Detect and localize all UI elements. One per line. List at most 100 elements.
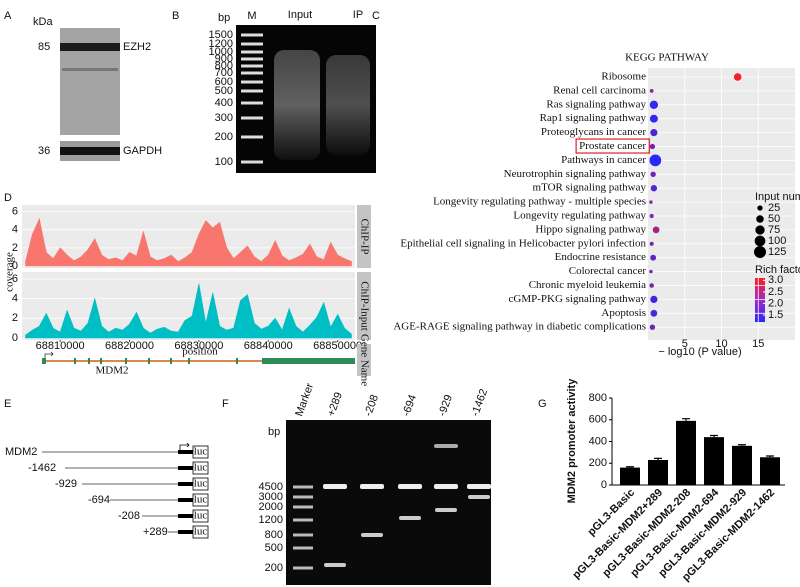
ladder-label: 100 <box>215 156 233 168</box>
bar <box>704 437 724 485</box>
ladder-band <box>293 505 313 509</box>
legend-label: 3.0 <box>768 274 783 286</box>
bar <box>760 457 780 485</box>
panel-label: D <box>4 192 12 204</box>
y-tick-label: Neurotrophin signaling pathway <box>504 168 647 180</box>
ladder-label: 200 <box>265 562 283 574</box>
ladder-label: 200 <box>215 131 233 143</box>
x-tick-label: 68840000 <box>244 340 293 352</box>
unit-label: kDa <box>33 16 53 28</box>
legend-label: 75 <box>768 224 780 236</box>
legend-title: Rich factor <box>755 264 800 276</box>
dot <box>649 200 653 204</box>
dot <box>650 185 658 192</box>
promoter-core <box>178 482 193 486</box>
ladder-band <box>241 57 263 61</box>
lane-label: IP <box>353 9 363 21</box>
x-tick-label: 5 <box>682 338 688 350</box>
insert-band <box>468 495 490 499</box>
y-tick-label: Ribosome <box>601 71 646 83</box>
exon <box>88 358 90 364</box>
lane-label: M <box>247 10 256 22</box>
unit-label: bp <box>268 426 280 438</box>
insert-band <box>399 516 421 520</box>
reporter-label: luc <box>194 526 208 538</box>
panel-label: E <box>4 398 11 410</box>
reporter-box <box>192 461 209 475</box>
legend-label: 100 <box>768 235 786 247</box>
dot <box>649 324 656 330</box>
y-axis-label: MDM2 promoter activity <box>566 378 578 504</box>
reporter-box <box>192 525 209 539</box>
bar <box>620 467 640 485</box>
exon <box>42 358 46 364</box>
reporter-box <box>192 493 209 507</box>
ladder-band <box>293 546 313 550</box>
construct-label: -1462 <box>28 462 56 474</box>
y-tick-label: 800 <box>589 392 607 404</box>
x-axis-label: − log10 (P value) <box>658 346 741 358</box>
x-tick-label: 15 <box>752 338 764 350</box>
legend-label: 50 <box>768 213 780 225</box>
construct-label: +289 <box>143 526 168 538</box>
ladder-label: 800 <box>265 529 283 541</box>
error-bar <box>682 418 690 421</box>
legend-dot <box>754 235 766 247</box>
ladder-band <box>293 566 313 570</box>
panel-label: B <box>172 10 179 22</box>
reporter-label: luc <box>194 462 208 474</box>
ladder-band <box>293 518 313 522</box>
y-tick-label: Hippo signaling pathway <box>535 223 646 235</box>
x-tick-label: 68820000 <box>105 340 154 352</box>
band-size: 85 <box>38 41 50 53</box>
strip <box>357 205 371 268</box>
y-tick-label: Chronic myeloid leukemia <box>529 279 646 291</box>
lane-label: -1462 <box>469 387 490 418</box>
error-bar <box>710 434 718 438</box>
ladder-band <box>241 116 263 120</box>
error-bar <box>654 457 662 460</box>
ladder-label: 400 <box>215 97 233 109</box>
y-tick-label: 6 <box>12 205 18 217</box>
exon <box>125 358 127 364</box>
dot <box>649 154 662 167</box>
ladder-label: 1000 <box>209 46 233 58</box>
bar <box>648 459 668 485</box>
ladder-label: 300 <box>215 112 233 124</box>
y-tick-label: Epithelial cell signaling in Helicobacte… <box>400 237 646 249</box>
x-tick-label: 10 <box>715 338 727 350</box>
ladder-label: 3000 <box>259 491 283 503</box>
y-tick-label: 0 <box>12 260 18 272</box>
unit-label: bp <box>218 12 230 24</box>
vector-band <box>323 484 347 489</box>
legend-label: 125 <box>768 246 786 258</box>
ladder-label: 1200 <box>259 514 283 526</box>
gel <box>286 420 491 585</box>
y-tick-label: cGMP-PKG signaling pathway <box>509 293 647 305</box>
x-axis-label: position <box>182 346 218 358</box>
exon <box>170 358 172 364</box>
ladder-band <box>241 64 263 68</box>
error-bar <box>626 466 634 468</box>
insert-band <box>361 533 383 537</box>
y-tick-label: 0 <box>12 332 18 344</box>
dot <box>649 241 654 246</box>
ladder-label: 600 <box>215 76 233 88</box>
dot <box>649 89 654 93</box>
error-bar <box>766 455 774 458</box>
y-tick-label: Apoptosis <box>601 307 646 319</box>
dot <box>649 213 654 219</box>
y-tick-label: 2 <box>12 242 18 254</box>
lane-label: -929 <box>436 393 455 418</box>
ladder-label: 500 <box>215 85 233 97</box>
ladder-band <box>241 80 263 84</box>
tss-arrow <box>179 442 190 452</box>
exon <box>188 358 190 364</box>
band-label: GAPDH <box>123 145 162 157</box>
dot <box>652 226 660 234</box>
coverage-area <box>25 283 352 339</box>
y-tick-label: 6 <box>12 273 18 285</box>
exon <box>74 358 76 364</box>
y-tick-label: Longevity regulating pathway - multiple … <box>433 196 646 208</box>
ladder-band <box>293 485 313 489</box>
